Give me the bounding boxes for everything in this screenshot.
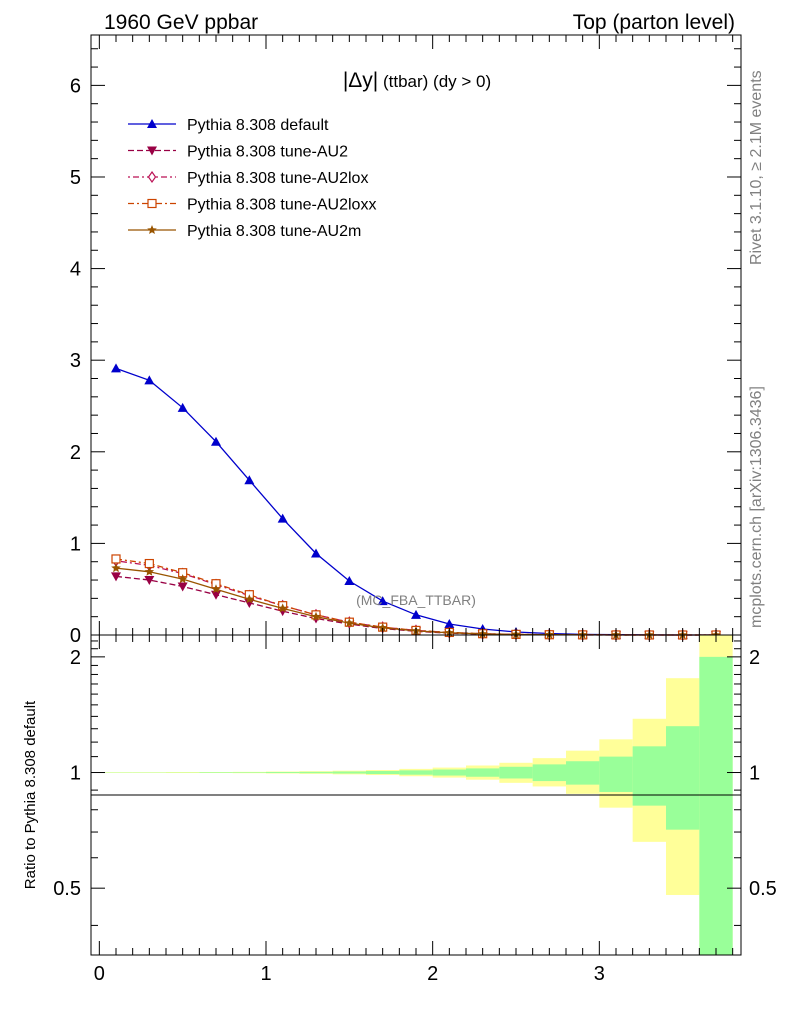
legend-marker xyxy=(147,225,157,234)
ratio-band-stat-bin xyxy=(266,772,300,774)
data-point xyxy=(277,513,288,523)
ratio-band-stat-bin xyxy=(399,770,433,775)
data-point xyxy=(211,584,221,594)
legend-marker xyxy=(147,119,157,128)
legend-entry: Pythia 8.308 tune-AU2 xyxy=(128,144,348,161)
ratio-band-stat-bin xyxy=(232,772,266,773)
ratio-band-stat-bin xyxy=(466,768,500,777)
data-point xyxy=(144,375,155,385)
x-tick-label: 1 xyxy=(260,963,271,985)
ratio-bands xyxy=(99,635,733,955)
ratio-band-stat-bin xyxy=(299,771,333,774)
data-point xyxy=(377,596,388,606)
data-point xyxy=(411,609,421,619)
data-point xyxy=(111,572,121,582)
data-point xyxy=(377,622,388,632)
data-point xyxy=(177,582,188,592)
legend-marker xyxy=(147,170,157,184)
ratio-band-stat-bin xyxy=(499,766,533,779)
data-point xyxy=(144,576,155,586)
data-point xyxy=(177,402,188,412)
legend-entry: Pythia 8.308 tune-AU2loxx xyxy=(128,197,376,214)
data-point xyxy=(244,475,255,485)
legend-entry: Pythia 8.308 tune-AU2m xyxy=(128,223,361,240)
main-y-tick-label: 3 xyxy=(70,350,81,372)
data-point xyxy=(311,548,321,558)
legend-marker xyxy=(147,146,157,156)
data-point xyxy=(444,619,455,629)
main-y-tick-label: 2 xyxy=(70,442,81,464)
data-point xyxy=(211,590,221,600)
data-point xyxy=(177,574,188,584)
data-point xyxy=(211,436,221,446)
ratio-band-stat-bin xyxy=(632,746,666,806)
data-point xyxy=(277,603,288,613)
ratio-band-stat-bin xyxy=(699,656,733,955)
ratio-y-tick-labels: 0.5 0.5 1 1 2 2 xyxy=(53,647,777,900)
main-y-tick-labels: 0 1 2 3 4 5 6 xyxy=(70,75,81,647)
legend-label: Pythia 8.308 default xyxy=(187,117,329,134)
main-y-tick-label: 5 xyxy=(70,167,81,189)
ratio-band-stat-bin xyxy=(532,764,566,782)
ratio-band-stat-bin xyxy=(432,769,466,776)
ratio-y-tick-label-left: 0.5 xyxy=(53,878,81,900)
legend-label: Pythia 8.308 tune-AU2lox xyxy=(187,170,368,187)
ratio-band-stat-bin xyxy=(332,771,366,774)
ratio-band-stat-bin xyxy=(366,771,400,775)
header-left: 1960 GeV ppbar xyxy=(104,11,258,34)
legend-entry: Pythia 8.308 tune-AU2lox xyxy=(128,170,368,187)
data-point xyxy=(311,611,321,621)
ratio-band-stat-bin xyxy=(566,761,600,785)
main-panel: 0 1 2 3 4 5 6 |Δy| (ttbar) (dy > 0) (MC_FBA_TT… xyxy=(70,34,742,647)
legend-label: Pythia 8.308 tune-AU2m xyxy=(187,223,361,240)
ratio-panel: 0.5 0.5 1 1 2 2 0 1 2 3 Ratio to Pythia 8.308 de… xyxy=(22,634,777,985)
legend-label: Pythia 8.308 tune-AU2loxx xyxy=(187,197,376,214)
legend: Pythia 8.308 default Pythia 8.308 tune-AU… xyxy=(128,117,376,240)
main-y-tick-label: 1 xyxy=(70,533,81,555)
data-point xyxy=(344,575,355,585)
data-point xyxy=(111,554,121,564)
data-point xyxy=(344,618,355,628)
ratio-band-stat-bin xyxy=(599,756,633,792)
legend-entry: Pythia 8.308 default xyxy=(128,117,329,134)
data-point xyxy=(244,594,255,604)
data-point xyxy=(144,566,155,576)
ratio-band-stat-bin xyxy=(199,772,233,773)
data-point xyxy=(111,363,121,373)
x-tick-label: 3 xyxy=(594,963,605,985)
main-y-tick-label: 4 xyxy=(70,259,81,281)
ratio-y-tick-label-right: 1 xyxy=(749,763,760,785)
rivet-label: Rivet 3.1.10, ≥ 2.1M events xyxy=(748,70,765,265)
ratio-y-axis-label: Ratio to Pythia 8.308 default xyxy=(22,700,39,889)
main-title-rest: (ttbar) (dy > 0) xyxy=(378,72,491,91)
data-point xyxy=(244,598,255,608)
main-y-tick-label: 0 xyxy=(70,625,81,647)
legend-label: Pythia 8.308 tune-AU2 xyxy=(187,144,348,161)
data-point xyxy=(144,558,154,569)
main-title: |Δy| (ttbar) (dy > 0) xyxy=(343,69,491,92)
ratio-y-tick-label-left: 1 xyxy=(70,763,81,785)
main-title-var: |Δy| xyxy=(343,69,378,92)
ratio-band-stat-bin xyxy=(666,726,700,830)
main-y-tick-label: 6 xyxy=(70,75,81,97)
ratio-y-tick-label-left: 2 xyxy=(70,647,81,669)
legend-marker xyxy=(147,198,157,209)
x-tick-labels: 0 1 2 3 xyxy=(94,963,605,985)
ratio-y-tick-label-right: 2 xyxy=(749,647,760,669)
data-point xyxy=(111,563,121,573)
ratio-axis-ticks xyxy=(91,635,741,955)
mcplots-label: mcplots.cern.ch [arXiv:1306.3436] xyxy=(748,386,765,628)
ratio-y-tick-label-right: 0.5 xyxy=(749,878,777,900)
x-tick-label: 2 xyxy=(427,963,438,985)
analysis-tag: (MC_FBA_TTBAR) xyxy=(356,592,476,608)
x-tick-label: 0 xyxy=(94,963,105,985)
header-right: Top (parton level) xyxy=(573,11,735,34)
